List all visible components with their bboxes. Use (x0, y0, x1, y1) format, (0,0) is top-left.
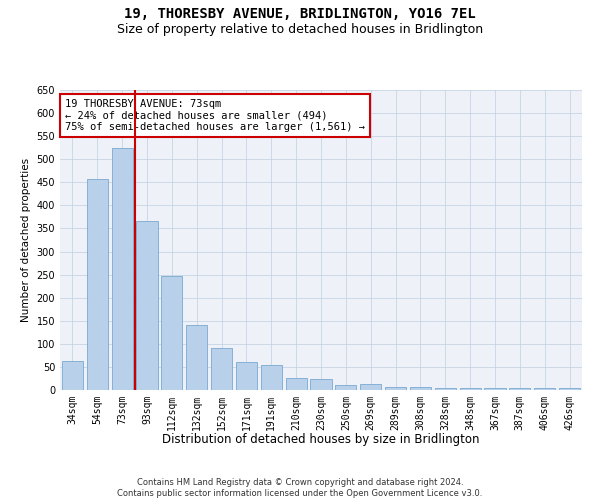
Bar (559, 388, 580, 390)
Bar (161, 276, 182, 390)
Bar (410, 387, 431, 390)
Bar (186, 326, 207, 390)
Bar (460, 388, 481, 390)
Bar (236, 362, 257, 390)
Text: Distribution of detached houses by size in Bridlington: Distribution of detached houses by size … (162, 432, 480, 446)
Text: 19 THORESBY AVENUE: 73sqm
← 24% of detached houses are smaller (494)
75% of semi: 19 THORESBY AVENUE: 73sqm ← 24% of detac… (65, 99, 365, 132)
Text: Contains HM Land Registry data © Crown copyright and database right 2024.
Contai: Contains HM Land Registry data © Crown c… (118, 478, 482, 498)
Text: 19, THORESBY AVENUE, BRIDLINGTON, YO16 7EL: 19, THORESBY AVENUE, BRIDLINGTON, YO16 7… (124, 8, 476, 22)
Bar (211, 348, 232, 390)
Y-axis label: Number of detached properties: Number of detached properties (21, 158, 31, 322)
Bar (286, 378, 307, 390)
Bar (534, 388, 555, 390)
Bar (112, 148, 133, 390)
Bar (509, 388, 530, 390)
Bar (335, 386, 356, 390)
Bar (484, 388, 506, 390)
Bar (385, 387, 406, 390)
Bar (87, 179, 108, 390)
Bar (435, 388, 456, 390)
Bar (310, 380, 332, 390)
Bar (261, 364, 282, 390)
Text: Size of property relative to detached houses in Bridlington: Size of property relative to detached ho… (117, 22, 483, 36)
Bar (136, 220, 158, 390)
Bar (62, 362, 83, 390)
Bar (360, 384, 381, 390)
